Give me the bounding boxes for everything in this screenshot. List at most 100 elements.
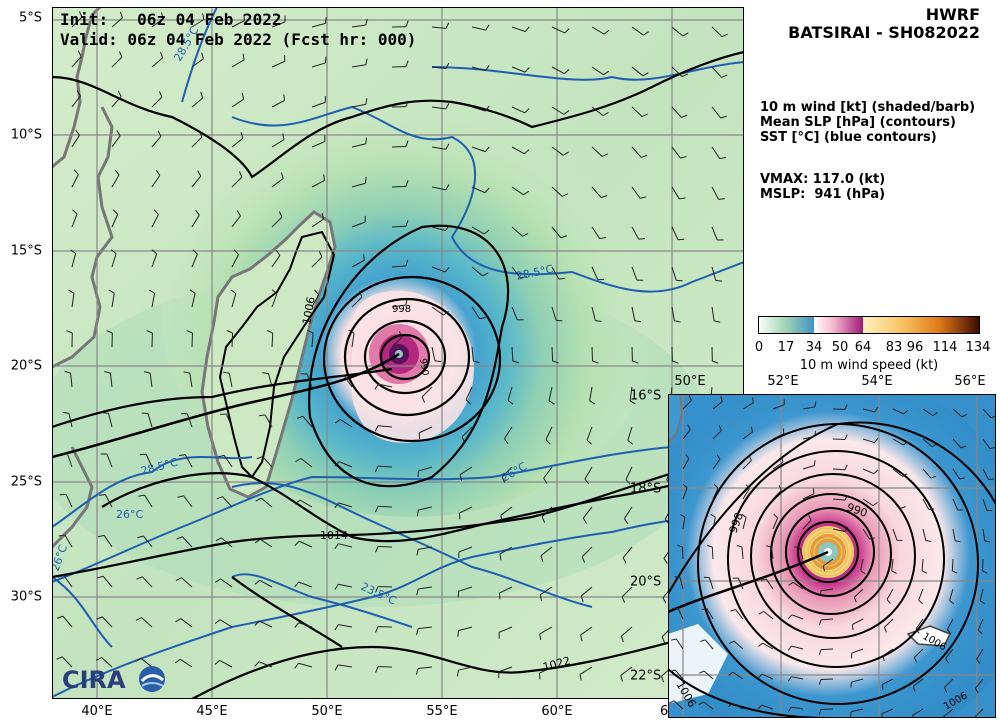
wind-barb bbox=[106, 453, 113, 468]
wind-barb bbox=[802, 435, 815, 440]
wind-barb-flag bbox=[76, 90, 81, 97]
wind-barb bbox=[862, 498, 874, 507]
colorbar-tick-114: 114 bbox=[932, 340, 958, 355]
wind-barb bbox=[311, 101, 326, 108]
wind-barb-flag bbox=[540, 555, 544, 562]
wind-barb bbox=[579, 666, 593, 675]
wind-barb bbox=[418, 626, 433, 630]
wind-barb-flag bbox=[679, 197, 686, 200]
wind-barb-flag bbox=[580, 595, 584, 603]
wind-barb-flag bbox=[688, 395, 692, 401]
wind-barb bbox=[71, 16, 83, 28]
wind-barb bbox=[671, 106, 682, 118]
wind-barb-flag bbox=[599, 236, 606, 240]
wind-barb-flag bbox=[736, 545, 743, 548]
wind-barb bbox=[548, 386, 553, 401]
wind-barb bbox=[431, 186, 446, 191]
wind-barb bbox=[311, 180, 325, 188]
wind-barb bbox=[591, 146, 603, 157]
wind-barb bbox=[677, 607, 684, 620]
wind-barb-flag bbox=[592, 360, 599, 364]
wind-barb bbox=[511, 226, 523, 237]
wind-barb bbox=[882, 648, 894, 657]
wind-barb-flag bbox=[677, 544, 683, 548]
legend-slp-text: Mean SLP [hPa] (contours) bbox=[760, 115, 956, 130]
wind-barb-flag bbox=[226, 330, 233, 334]
wind-barb bbox=[741, 546, 744, 560]
wind-barb-flag bbox=[955, 540, 961, 543]
wind-barb bbox=[498, 666, 513, 673]
wind-barb bbox=[421, 386, 433, 398]
wind-barb bbox=[184, 454, 193, 468]
wind-barb bbox=[108, 413, 113, 428]
mslp-text: MSLP: 941 (hPa) bbox=[760, 187, 886, 202]
wind-barb-flag bbox=[523, 149, 530, 155]
wind-barb bbox=[922, 498, 930, 510]
wind-barb-flag bbox=[787, 614, 793, 620]
wind-barb-flag bbox=[982, 570, 988, 574]
wind-barb-flag bbox=[375, 546, 379, 553]
wind-barb-flag bbox=[485, 105, 490, 112]
wind-barb bbox=[742, 488, 750, 500]
wind-barb-flag bbox=[445, 103, 450, 110]
wind-barb-flag bbox=[314, 289, 320, 296]
wind-barb-flag bbox=[68, 289, 75, 294]
wind-barb bbox=[231, 293, 237, 308]
wind-barb-flag bbox=[334, 419, 341, 424]
wind-barb-flag bbox=[523, 190, 530, 196]
wind-barb bbox=[681, 546, 684, 560]
wind-barb bbox=[259, 620, 273, 628]
wind-barb-flag bbox=[891, 570, 897, 574]
wind-barb-flag bbox=[638, 237, 646, 240]
wind-barb-flag bbox=[584, 478, 590, 485]
wind-barb-flag bbox=[445, 62, 450, 69]
wind-barb bbox=[258, 661, 273, 668]
wind-barb-flag bbox=[682, 483, 688, 489]
lon-label-edge: 6 bbox=[660, 704, 669, 719]
wind-barb-flag bbox=[844, 434, 848, 440]
wind-barb bbox=[471, 266, 484, 277]
wind-barb-flag bbox=[501, 476, 506, 483]
wind-barb bbox=[471, 186, 486, 194]
wind-barb-flag bbox=[872, 502, 878, 507]
wind-barb bbox=[581, 546, 593, 558]
wind-barb bbox=[149, 373, 153, 388]
wind-barb-flag bbox=[365, 18, 368, 26]
wind-barb bbox=[111, 56, 123, 68]
wind-barb bbox=[71, 174, 79, 188]
wind-barb-flag bbox=[459, 474, 462, 481]
wind-barb-flag bbox=[484, 187, 490, 193]
wind-barb-flag bbox=[882, 655, 885, 662]
cira-logo: CIRA bbox=[60, 664, 170, 694]
wind-barb bbox=[101, 616, 113, 628]
wind-barb-flag bbox=[600, 195, 608, 199]
wind-barb-flag bbox=[160, 12, 164, 19]
wind-barb bbox=[183, 495, 193, 508]
wind-barb bbox=[761, 673, 774, 680]
wind-barb-flag bbox=[751, 397, 754, 403]
wind-barb bbox=[111, 96, 122, 108]
wind-barb bbox=[259, 579, 273, 588]
wind-barb bbox=[231, 332, 234, 348]
inset-lat-label-22s: 22°S bbox=[630, 668, 662, 684]
wind-barb-flag bbox=[262, 372, 269, 374]
colorbar-tick-17: 17 bbox=[777, 340, 795, 355]
wind-barb bbox=[922, 438, 933, 448]
wind-barb bbox=[471, 346, 474, 361]
wind-barb-flag bbox=[620, 635, 624, 643]
wind-barb bbox=[891, 558, 894, 571]
wind-barb bbox=[311, 218, 324, 228]
wind-barb bbox=[791, 614, 804, 620]
slp-label-1006: 1006 bbox=[300, 296, 318, 326]
wind-barb bbox=[62, 615, 73, 628]
valid-time-text: Valid: 06z 04 Feb 2022 (Fcst hr: 000) bbox=[60, 30, 417, 49]
wind-barb-flag bbox=[757, 704, 763, 710]
wind-barb bbox=[71, 95, 81, 108]
wind-barb bbox=[631, 266, 638, 281]
wind-barb bbox=[101, 657, 113, 668]
wind-barb bbox=[351, 24, 366, 28]
wind-barb bbox=[862, 468, 875, 475]
wind-barb-flag bbox=[851, 624, 854, 630]
wind-barb bbox=[511, 266, 521, 279]
wind-barb bbox=[431, 226, 446, 232]
